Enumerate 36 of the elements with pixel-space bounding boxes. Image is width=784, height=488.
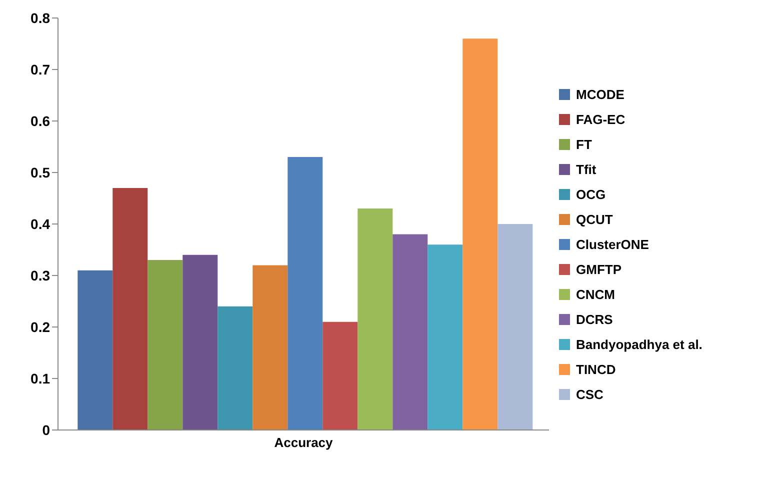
bar (428, 244, 463, 430)
y-tick-label: 0.8 (30, 10, 50, 26)
y-tick-label: 0 (42, 422, 50, 438)
y-tick-label: 0.2 (30, 318, 50, 335)
legend-label: CSC (576, 386, 604, 404)
legend-label: GMFTP (576, 260, 622, 278)
y-tick-label: 0.1 (30, 370, 50, 386)
bar (322, 322, 358, 430)
bar (288, 157, 323, 430)
bar (182, 254, 218, 430)
bar (112, 188, 148, 430)
x-tick-label: Accuracy (274, 435, 334, 450)
y-tick-label: 0.6 (30, 112, 50, 129)
y-tick-label: 0.4 (30, 216, 50, 232)
bar (78, 270, 113, 430)
y-tick-label: 0.3 (30, 267, 50, 284)
bar (148, 260, 183, 430)
bar (498, 224, 533, 430)
y-tick-label: 0.7 (30, 61, 50, 78)
legend-label: CNCM (576, 286, 615, 304)
legend-label: FAG-EC (576, 110, 626, 128)
bar (392, 234, 428, 430)
legend-label: Tfit (576, 160, 596, 178)
bar (462, 38, 498, 430)
bar (252, 265, 288, 430)
bar (358, 208, 393, 430)
legend-label: MCODE (576, 86, 624, 104)
y-tick-label: 0.5 (30, 164, 50, 180)
legend-label: ClusterONE (576, 236, 649, 254)
legend-label: QCUT (576, 210, 613, 228)
bar (218, 306, 253, 430)
legend-label: OCG (576, 186, 606, 204)
legend-label: DCRS (576, 310, 613, 328)
legend-label: TINCD (576, 360, 616, 378)
legend-label: FT (576, 136, 592, 154)
legend-label: Bandyopadhya et al. (576, 336, 702, 354)
